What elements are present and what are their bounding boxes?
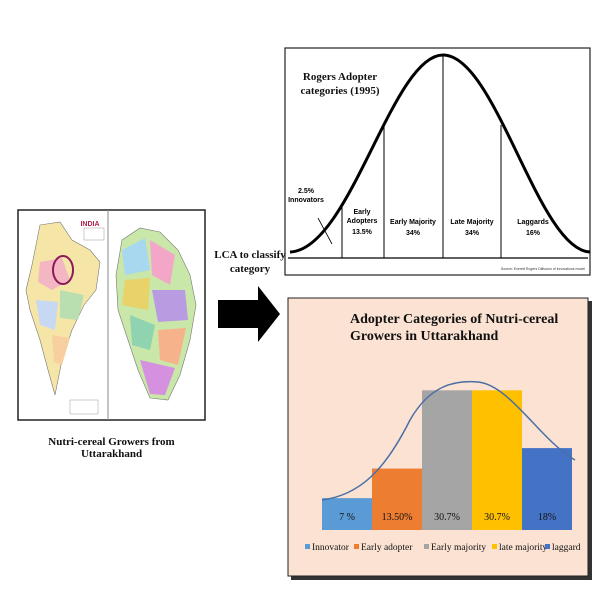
segment-name: Early Majority: [390, 219, 436, 226]
bar: [322, 498, 372, 530]
rogers-title: Rogers Adopter categories (1995): [300, 71, 380, 97]
legend-swatch: [424, 544, 429, 549]
bar: [472, 390, 522, 530]
segment-name: Laggards: [517, 219, 549, 226]
bar: [522, 448, 572, 530]
uttarakhand-map: [115, 227, 197, 401]
segment-dividers: [341, 55, 502, 258]
map-caption: Nutri-cereal Growers from Uttarakhand: [48, 436, 175, 460]
legend-label: Innovator: [312, 543, 350, 553]
legend-swatch: [492, 544, 497, 549]
process-arrow: [218, 286, 280, 342]
arrow-label: LCA to classify category: [214, 249, 286, 275]
segment-name: Adopters: [347, 218, 378, 225]
segment-share: 34%: [406, 230, 421, 237]
trend-curve: [321, 380, 576, 501]
segment-share: 34%: [465, 230, 480, 237]
pointer: [317, 217, 333, 245]
source-note: Source: Everett Rogers Diffusion of Inno…: [501, 267, 585, 271]
value-label: 13.50%: [382, 512, 413, 523]
segment-name: Innovators: [288, 197, 324, 204]
bar: [422, 390, 472, 530]
legend-label: Early adopter: [361, 543, 413, 553]
segment-share: 2.5%: [298, 188, 315, 195]
legend-swatch: [354, 544, 359, 549]
value-label: 18%: [538, 512, 556, 523]
legend-label: laggard: [552, 543, 581, 553]
segment-name: Early: [353, 209, 370, 216]
legend-swatch: [545, 544, 550, 549]
country-label: INDIA: [80, 221, 99, 228]
value-label: 7 %: [339, 512, 355, 523]
legend-label: late majority: [499, 543, 548, 553]
chart-title: Adopter Categories of Nutri-cereal Growe…: [350, 312, 559, 344]
value-label: 30.7%: [484, 512, 510, 523]
legend-label: Early majority: [431, 543, 486, 553]
segment-share: 16%: [526, 230, 541, 237]
segment-share: 13.5%: [352, 229, 373, 236]
value-label: 30.7%: [434, 512, 460, 523]
india-map: [25, 221, 105, 415]
rogers-frame: [284, 47, 591, 276]
segment-name: Late Majority: [450, 219, 493, 226]
bar: [372, 468, 422, 530]
legend-swatch: [305, 544, 310, 549]
